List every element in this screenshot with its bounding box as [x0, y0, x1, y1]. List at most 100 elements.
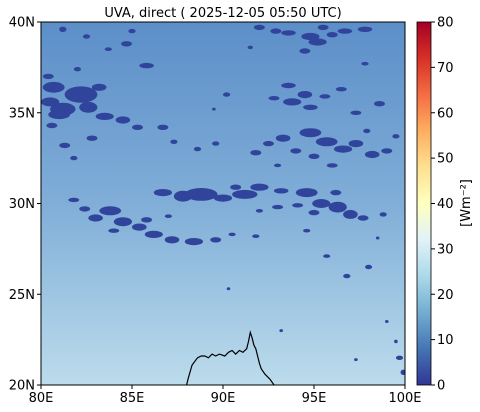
- cloud-patch: [281, 82, 296, 89]
- cloud-patch: [193, 146, 202, 152]
- cloud-patch: [42, 81, 65, 93]
- cloud-patch: [213, 194, 233, 202]
- cloud-patch: [272, 204, 284, 210]
- cloud-patch: [374, 101, 385, 107]
- x-tick-label: 90E: [211, 391, 236, 406]
- cloud-patch: [297, 91, 313, 99]
- cloud-patch: [253, 24, 265, 31]
- cloud-patch: [91, 83, 107, 91]
- cloud-patch: [354, 358, 358, 362]
- cloud-patch: [263, 140, 274, 147]
- colorbar-tick-label: 50: [437, 152, 454, 167]
- cloud-patch: [361, 61, 369, 66]
- cloud-patch: [250, 150, 262, 156]
- cloud-patch: [226, 287, 231, 291]
- cloud-patch: [59, 142, 71, 149]
- colorbar-label: [Wm⁻²]: [459, 179, 474, 227]
- cloud-patch: [79, 101, 98, 113]
- cloud-patch: [308, 209, 320, 216]
- cloud-patch: [279, 329, 284, 333]
- cloud-patch: [303, 228, 311, 233]
- cloud-patch: [70, 155, 78, 161]
- cloud-patch: [153, 189, 172, 197]
- cloud-patch: [223, 92, 231, 97]
- cloud-patch: [299, 48, 311, 54]
- cloud-patch: [308, 38, 327, 46]
- cloud-patch: [301, 32, 320, 41]
- cloud-patch: [392, 134, 400, 139]
- cloud-patch: [364, 150, 380, 159]
- cloud-patch: [68, 197, 80, 203]
- cloud-patch: [230, 184, 242, 190]
- cloud-patch: [268, 96, 280, 101]
- colorbar-tick-label: 30: [437, 242, 454, 257]
- cloud-patch: [86, 135, 98, 141]
- cloud-patch: [330, 189, 342, 196]
- cloud-patch: [319, 94, 331, 99]
- cloud-patch: [115, 116, 131, 124]
- cloud-patch: [381, 148, 393, 154]
- cloud-patch: [337, 28, 353, 34]
- cloud-patch: [283, 98, 302, 106]
- cloud-patch: [270, 28, 282, 34]
- map-background: [41, 22, 405, 385]
- cloud-patch: [295, 188, 318, 198]
- cloud-patch: [99, 206, 122, 216]
- y-tick-label: 25N: [9, 288, 35, 303]
- cloud-patch: [132, 223, 147, 231]
- colorbar-tick-label: 0: [437, 379, 445, 394]
- map-panel: 80E 85E 90E 95E 100E 20N 25N 30N 35N 40N: [9, 16, 422, 407]
- cloud-patch: [79, 206, 91, 212]
- cloud-patch: [350, 110, 362, 116]
- cloud-patch: [250, 183, 269, 191]
- x-tick-label: 100E: [388, 391, 421, 406]
- cloud-patch: [64, 86, 98, 103]
- x-tick-label: 95E: [302, 391, 327, 406]
- cloud-patch: [394, 339, 398, 344]
- cloud-patch: [303, 104, 318, 111]
- cloud-patch: [343, 209, 358, 219]
- cloud-patch: [357, 26, 373, 32]
- cloud-patch: [281, 30, 296, 36]
- cloud-patch: [335, 87, 347, 92]
- cloud-patch: [212, 107, 216, 111]
- colorbar-tick-label: 10: [437, 333, 454, 348]
- colorbar-tick-label: 70: [437, 61, 454, 76]
- cloud-patch: [379, 212, 387, 217]
- cloud-patch: [292, 203, 304, 208]
- y-tick-label: 30N: [9, 197, 35, 212]
- cloud-patch: [59, 26, 67, 32]
- cloud-patch: [290, 148, 302, 154]
- cloud-patch: [334, 145, 353, 153]
- cloud-patch: [173, 190, 193, 202]
- cloud-patch: [308, 153, 320, 159]
- y-axis: 20N 25N 30N 35N 40N: [9, 16, 41, 394]
- y-tick-label: 40N: [9, 16, 35, 31]
- colorbar-gradient: [416, 21, 432, 386]
- coastline: [186, 330, 275, 385]
- colorbar-tick-label: 80: [437, 16, 454, 31]
- cloud-patch: [82, 34, 91, 39]
- cloud-patch: [42, 73, 54, 80]
- cloud-patch: [132, 124, 143, 130]
- cloud-patch: [323, 254, 331, 258]
- cloud-patch: [48, 110, 71, 120]
- cloud-patch: [184, 238, 203, 246]
- cloud-patch: [141, 217, 153, 223]
- cloud-patch: [312, 199, 331, 208]
- colorbar-tick-label: 40: [437, 197, 454, 212]
- cloud-patch: [144, 230, 163, 238]
- cloud-patch: [170, 139, 178, 144]
- cloud-patch: [121, 41, 132, 47]
- cloud-layer: [41, 24, 405, 375]
- cloud-patch: [400, 369, 405, 375]
- x-axis: 80E 85E 90E 95E 100E: [29, 385, 422, 406]
- x-tick-label: 85E: [120, 391, 145, 406]
- cloud-patch: [73, 67, 81, 72]
- cloud-patch: [41, 97, 60, 107]
- cloud-patch: [363, 128, 371, 134]
- cloud-patch: [275, 134, 291, 142]
- cloud-patch: [343, 273, 351, 279]
- cloud-patch: [46, 122, 58, 129]
